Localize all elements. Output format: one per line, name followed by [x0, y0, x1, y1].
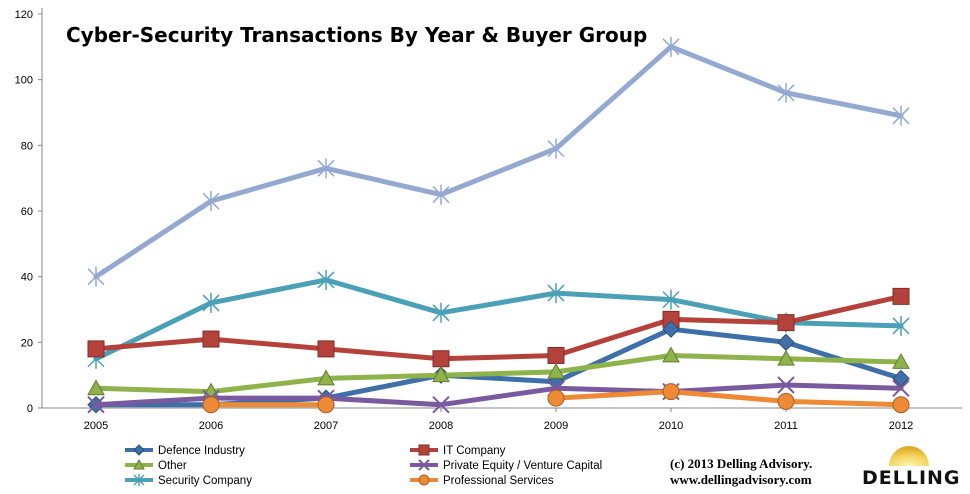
- y-ticks: 0 20 40 60 80 100 120: [15, 9, 42, 415]
- data-point: [892, 353, 910, 369]
- website-text: www.dellingadvisory.com: [670, 472, 812, 487]
- legend-item: Professional Services: [410, 474, 554, 487]
- data-point: [87, 340, 105, 358]
- y-tick-label: 0: [27, 403, 33, 415]
- data-point: [317, 396, 335, 414]
- series-layer: [87, 36, 910, 414]
- x-tick-label: 2011: [774, 420, 798, 432]
- legend: Defence Industry IT Company Other Private E…: [125, 444, 602, 487]
- data-point: [662, 320, 680, 338]
- data-point: [317, 158, 335, 179]
- legend-marker-icon: [133, 473, 145, 487]
- data-point: [202, 330, 220, 348]
- y-tick-label: 40: [21, 272, 33, 284]
- data-point: [547, 389, 565, 407]
- legend-marker-icon: [133, 458, 145, 470]
- series-line: [93, 382, 904, 408]
- data-point: [202, 292, 220, 313]
- data-point: [892, 287, 910, 305]
- delling-logo: DELLING: [862, 446, 961, 489]
- data-point: [662, 36, 680, 57]
- data-point: [777, 392, 795, 410]
- legend-item: Other: [125, 458, 187, 472]
- x-tick-label: 2009: [544, 420, 568, 432]
- data-point: [202, 191, 220, 212]
- data-point: [892, 315, 910, 336]
- legend-label: Other: [158, 460, 187, 472]
- sun-icon: [889, 446, 929, 466]
- y-tick-label: 80: [21, 140, 33, 152]
- data-point: [547, 346, 565, 364]
- legend-marker-icon: [418, 444, 430, 456]
- data-point: [547, 138, 565, 159]
- x-tick-label: 2007: [314, 420, 338, 432]
- data-point: [892, 396, 910, 414]
- legend-item: Private Equity / Venture Capital: [410, 459, 602, 472]
- y-tick-label: 120: [15, 9, 33, 21]
- data-point: [432, 350, 450, 368]
- series-2: [87, 287, 910, 368]
- axes: [41, 8, 962, 409]
- data-point: [432, 184, 450, 205]
- legend-label: Security Company: [158, 475, 252, 487]
- data-point: [662, 383, 680, 401]
- series-line: [93, 353, 904, 395]
- logo-text: DELLING: [862, 467, 961, 489]
- data-point: [317, 340, 335, 358]
- legend-item: Defence Industry: [125, 444, 245, 457]
- chart-title: Cyber-Security Transactions By Year & Bu…: [66, 23, 647, 47]
- series-line: [208, 389, 904, 408]
- legend-label: Defence Industry: [158, 445, 245, 457]
- series-line: [93, 293, 904, 362]
- copyright-text: (c) 2013 Delling Advisory.: [670, 456, 812, 471]
- data-point: [202, 396, 220, 414]
- data-point: [87, 379, 105, 396]
- data-point: [432, 302, 450, 323]
- data-point: [432, 366, 450, 383]
- series-6: [202, 383, 910, 414]
- legend-marker-icon: [133, 444, 145, 456]
- x-ticks: 2005 2006 2007 2008 2009 2010 2011 2012: [84, 408, 913, 432]
- legend-marker-icon: [418, 474, 430, 486]
- series-0: [87, 36, 910, 287]
- legend-marker-icon: [418, 459, 430, 471]
- data-point: [777, 314, 795, 332]
- data-point: [892, 105, 910, 126]
- series-4: [87, 346, 910, 399]
- series-line: [93, 44, 904, 280]
- data-point: [892, 379, 910, 398]
- x-tick-label: 2005: [84, 420, 108, 432]
- x-tick-label: 2006: [199, 420, 223, 432]
- y-tick-label: 100: [15, 75, 33, 87]
- legend-item: IT Company: [410, 444, 506, 457]
- data-point: [87, 266, 105, 287]
- data-point: [317, 269, 335, 290]
- data-point: [662, 289, 680, 310]
- data-point: [777, 376, 795, 394]
- series-line: [93, 277, 904, 362]
- data-point: [547, 283, 565, 304]
- legend-label: Private Equity / Venture Capital: [443, 460, 602, 472]
- x-tick-label: 2010: [659, 420, 683, 432]
- x-tick-label: 2012: [889, 420, 913, 432]
- data-point: [317, 369, 335, 386]
- y-tick-label: 20: [21, 337, 33, 349]
- legend-item: Security Company: [125, 473, 252, 487]
- data-point: [777, 333, 795, 352]
- legend-label: IT Company: [443, 445, 506, 457]
- data-point: [432, 396, 450, 414]
- x-tick-label: 2008: [429, 420, 453, 432]
- y-tick-label: 60: [21, 206, 33, 218]
- data-point: [777, 349, 795, 366]
- data-point: [662, 346, 680, 363]
- legend-label: Professional Services: [443, 475, 554, 487]
- data-point: [87, 396, 105, 414]
- data-point: [777, 82, 795, 103]
- data-point: [547, 362, 565, 379]
